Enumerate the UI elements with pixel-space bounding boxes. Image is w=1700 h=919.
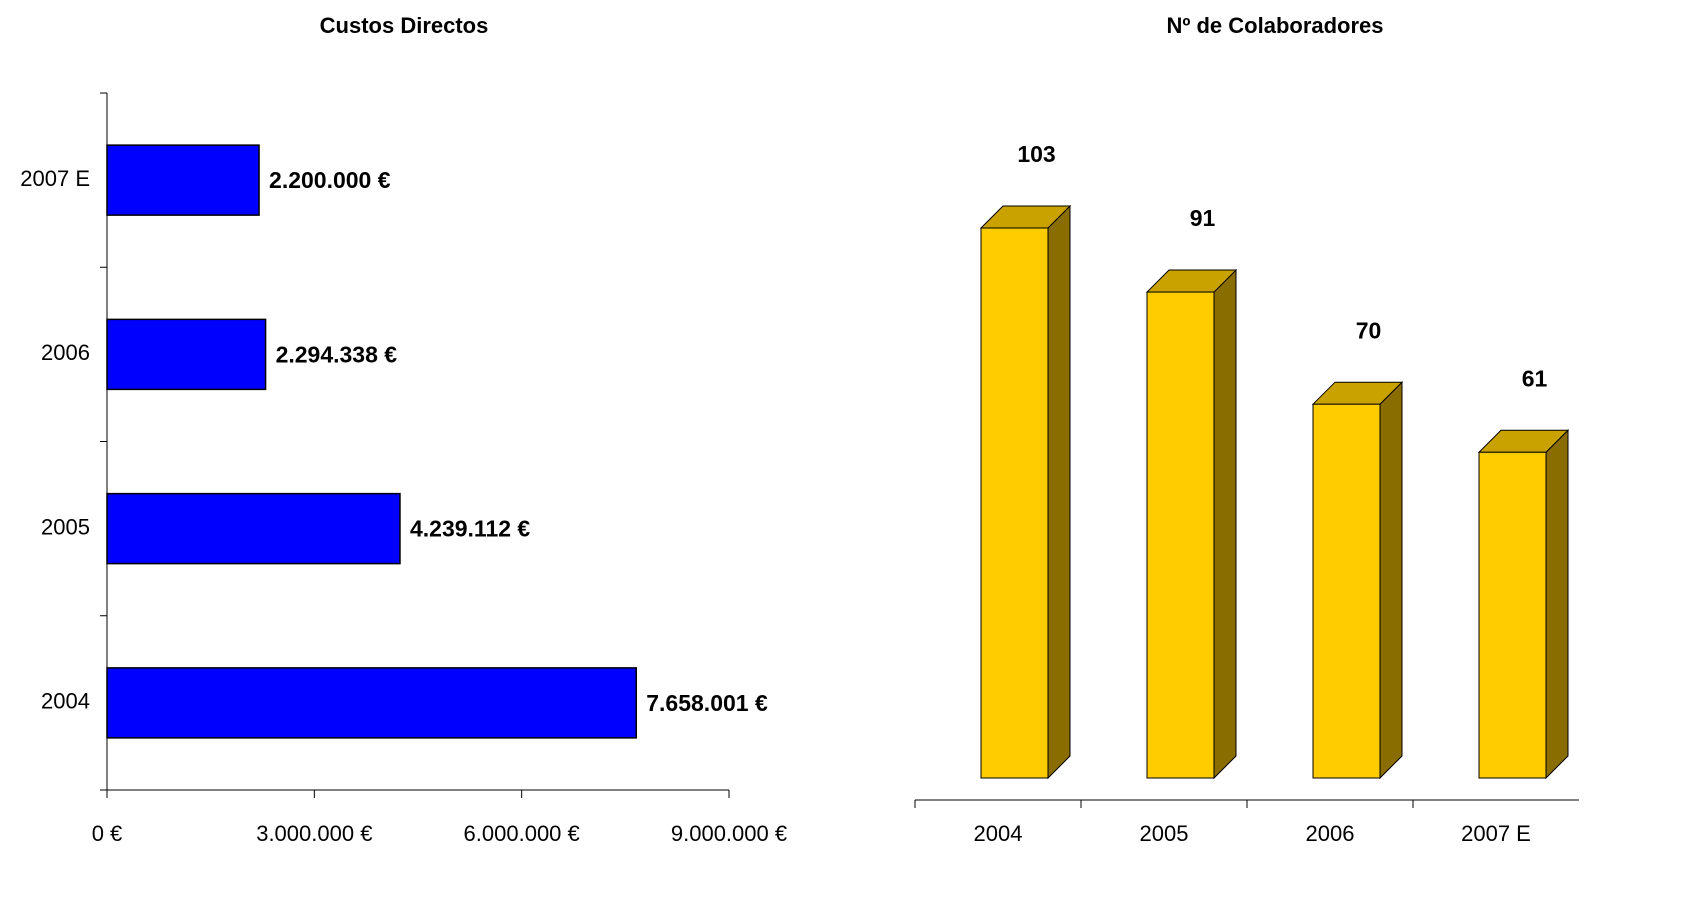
bar bbox=[1478, 451, 1547, 779]
bar bbox=[106, 667, 638, 739]
value-label: 2.200.000 € bbox=[269, 167, 391, 193]
bar-side bbox=[1213, 268, 1237, 780]
bar-side bbox=[1545, 429, 1569, 780]
bar bbox=[1146, 291, 1215, 779]
value-label: 70 bbox=[1356, 317, 1382, 343]
x-tick-label: 3.000.000 € bbox=[256, 821, 372, 846]
x-tick-label: 2007 E bbox=[1461, 821, 1531, 846]
x-tick-label: 9.000.000 € bbox=[671, 821, 787, 846]
x-tick-label: 2005 bbox=[1140, 821, 1189, 846]
bar bbox=[106, 144, 260, 216]
x-tick-label: 0 € bbox=[92, 821, 123, 846]
bar-side bbox=[1379, 380, 1403, 780]
value-label: 103 bbox=[1017, 141, 1055, 167]
x-tick-label: 6.000.000 € bbox=[464, 821, 580, 846]
x-tick-label: 2006 bbox=[1306, 821, 1355, 846]
chart-title: Custos Directos bbox=[320, 13, 489, 38]
value-label: 7.658.001 € bbox=[646, 690, 768, 716]
value-label: 2.294.338 € bbox=[276, 341, 398, 367]
bar-side bbox=[1047, 204, 1071, 780]
value-label: 61 bbox=[1522, 365, 1548, 391]
y-tick-label: 2006 bbox=[41, 340, 90, 365]
y-tick-label: 2007 E bbox=[20, 166, 90, 191]
bar bbox=[106, 318, 267, 391]
bar bbox=[1312, 403, 1381, 779]
chart-title: Nº de Colaboradores bbox=[1166, 13, 1383, 38]
bar bbox=[106, 492, 401, 565]
y-tick-label: 2004 bbox=[41, 689, 90, 714]
value-label: 91 bbox=[1190, 205, 1216, 231]
value-label: 4.239.112 € bbox=[410, 516, 530, 542]
bar bbox=[980, 227, 1049, 779]
y-tick-label: 2005 bbox=[41, 514, 90, 539]
x-tick-label: 2004 bbox=[974, 821, 1023, 846]
